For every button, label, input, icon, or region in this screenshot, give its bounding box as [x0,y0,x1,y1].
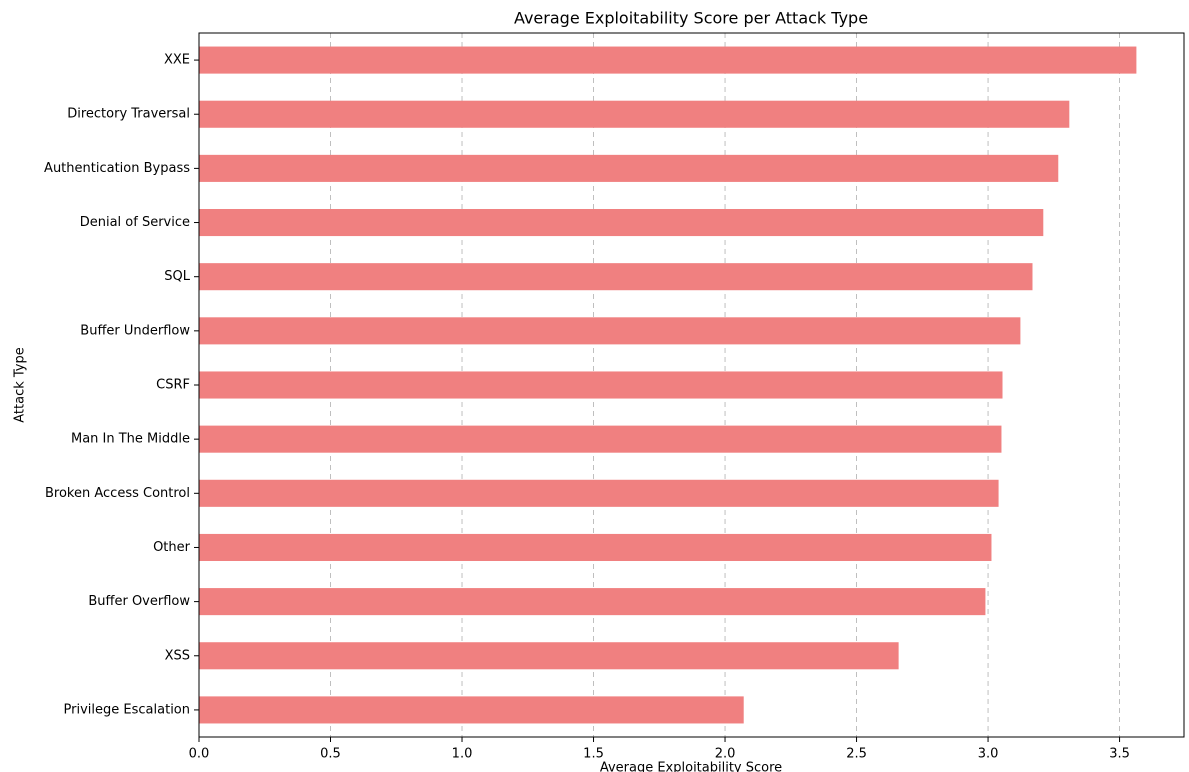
x-tick-label: 0.5 [320,747,341,762]
bar [199,46,1137,74]
y-axis-label: Attack Type [13,347,28,423]
x-tick-label: 1.0 [452,747,473,762]
x-axis-label: Average Exploitability Score [600,761,782,772]
y-tick-label: Privilege Escalation [64,702,190,717]
y-tick-label: SQL [164,269,190,284]
x-tick-label: 0.0 [189,747,210,762]
bar [199,425,1002,453]
y-tick-label: Directory Traversal [67,107,190,122]
bar [199,154,1059,182]
y-tick-label: Other [153,540,191,555]
bar [199,209,1044,237]
y-tick-label: Buffer Underflow [80,323,190,338]
y-tick-label: CSRF [156,378,190,393]
y-tick-label: XXE [164,53,190,68]
x-tick-label: 1.5 [583,747,604,762]
x-tick-label: 3.0 [978,747,999,762]
bar [199,100,1070,128]
bar [199,533,992,561]
chart-title: Average Exploitability Score per Attack … [514,9,868,28]
bar [199,371,1003,399]
bar [199,696,744,724]
y-tick-label: Authentication Bypass [44,161,190,176]
bar [199,479,999,507]
bar [199,588,986,616]
y-tick-label: Man In The Middle [71,432,190,447]
bar [199,263,1033,291]
x-tick-label: 2.0 [715,747,736,762]
bar [199,642,899,670]
y-tick-label: Buffer Overflow [88,594,190,609]
bar [199,317,1021,345]
y-tick-label: Denial of Service [80,215,190,230]
x-tick-label: 2.5 [846,747,867,762]
plot-frame [198,32,1185,738]
x-tick-label: 3.5 [1109,747,1130,762]
y-tick-label: Broken Access Control [45,486,190,501]
y-tick-label: XSS [165,648,190,663]
